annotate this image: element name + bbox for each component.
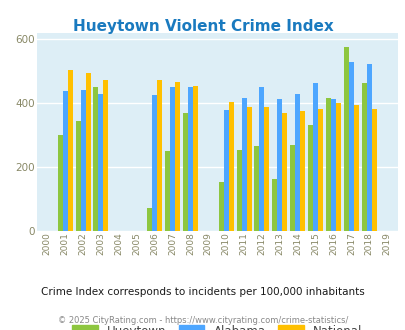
Bar <box>312 82 317 231</box>
Bar <box>147 208 152 231</box>
Bar <box>290 146 294 231</box>
Bar <box>264 107 269 231</box>
Bar <box>348 62 353 231</box>
Bar <box>223 110 228 231</box>
Bar <box>307 125 312 231</box>
Bar <box>170 87 175 231</box>
Bar <box>192 86 197 231</box>
Bar <box>353 105 358 231</box>
Bar <box>58 135 62 231</box>
Bar <box>366 64 371 231</box>
Text: © 2025 CityRating.com - https://www.cityrating.com/crime-statistics/: © 2025 CityRating.com - https://www.city… <box>58 315 347 325</box>
Bar <box>281 114 287 231</box>
Bar <box>157 80 162 231</box>
Bar <box>325 98 330 231</box>
Bar <box>182 113 188 231</box>
Legend: Hueytown, Alabama, National: Hueytown, Alabama, National <box>67 320 367 330</box>
Bar <box>98 94 103 231</box>
Bar <box>330 99 335 231</box>
Bar <box>236 149 241 231</box>
Bar <box>164 150 170 231</box>
Bar <box>343 48 348 231</box>
Text: Hueytown Violent Crime Index: Hueytown Violent Crime Index <box>72 19 333 34</box>
Bar <box>371 109 376 231</box>
Bar <box>68 70 72 231</box>
Bar <box>93 87 98 231</box>
Bar <box>241 97 246 231</box>
Bar <box>246 107 251 231</box>
Bar <box>317 109 322 231</box>
Bar <box>80 90 85 231</box>
Bar <box>175 82 179 231</box>
Bar <box>335 103 340 231</box>
Bar <box>299 111 305 231</box>
Bar <box>254 147 259 231</box>
Bar <box>75 121 80 231</box>
Bar <box>228 102 233 231</box>
Bar <box>152 95 157 231</box>
Bar <box>103 80 108 231</box>
Bar <box>272 179 277 231</box>
Bar <box>277 99 281 231</box>
Bar <box>85 73 90 231</box>
Bar <box>62 91 68 231</box>
Text: Crime Index corresponds to incidents per 100,000 inhabitants: Crime Index corresponds to incidents per… <box>41 287 364 297</box>
Bar <box>361 83 366 231</box>
Bar <box>259 87 264 231</box>
Bar <box>218 182 223 231</box>
Bar <box>294 94 299 231</box>
Bar <box>188 87 192 231</box>
